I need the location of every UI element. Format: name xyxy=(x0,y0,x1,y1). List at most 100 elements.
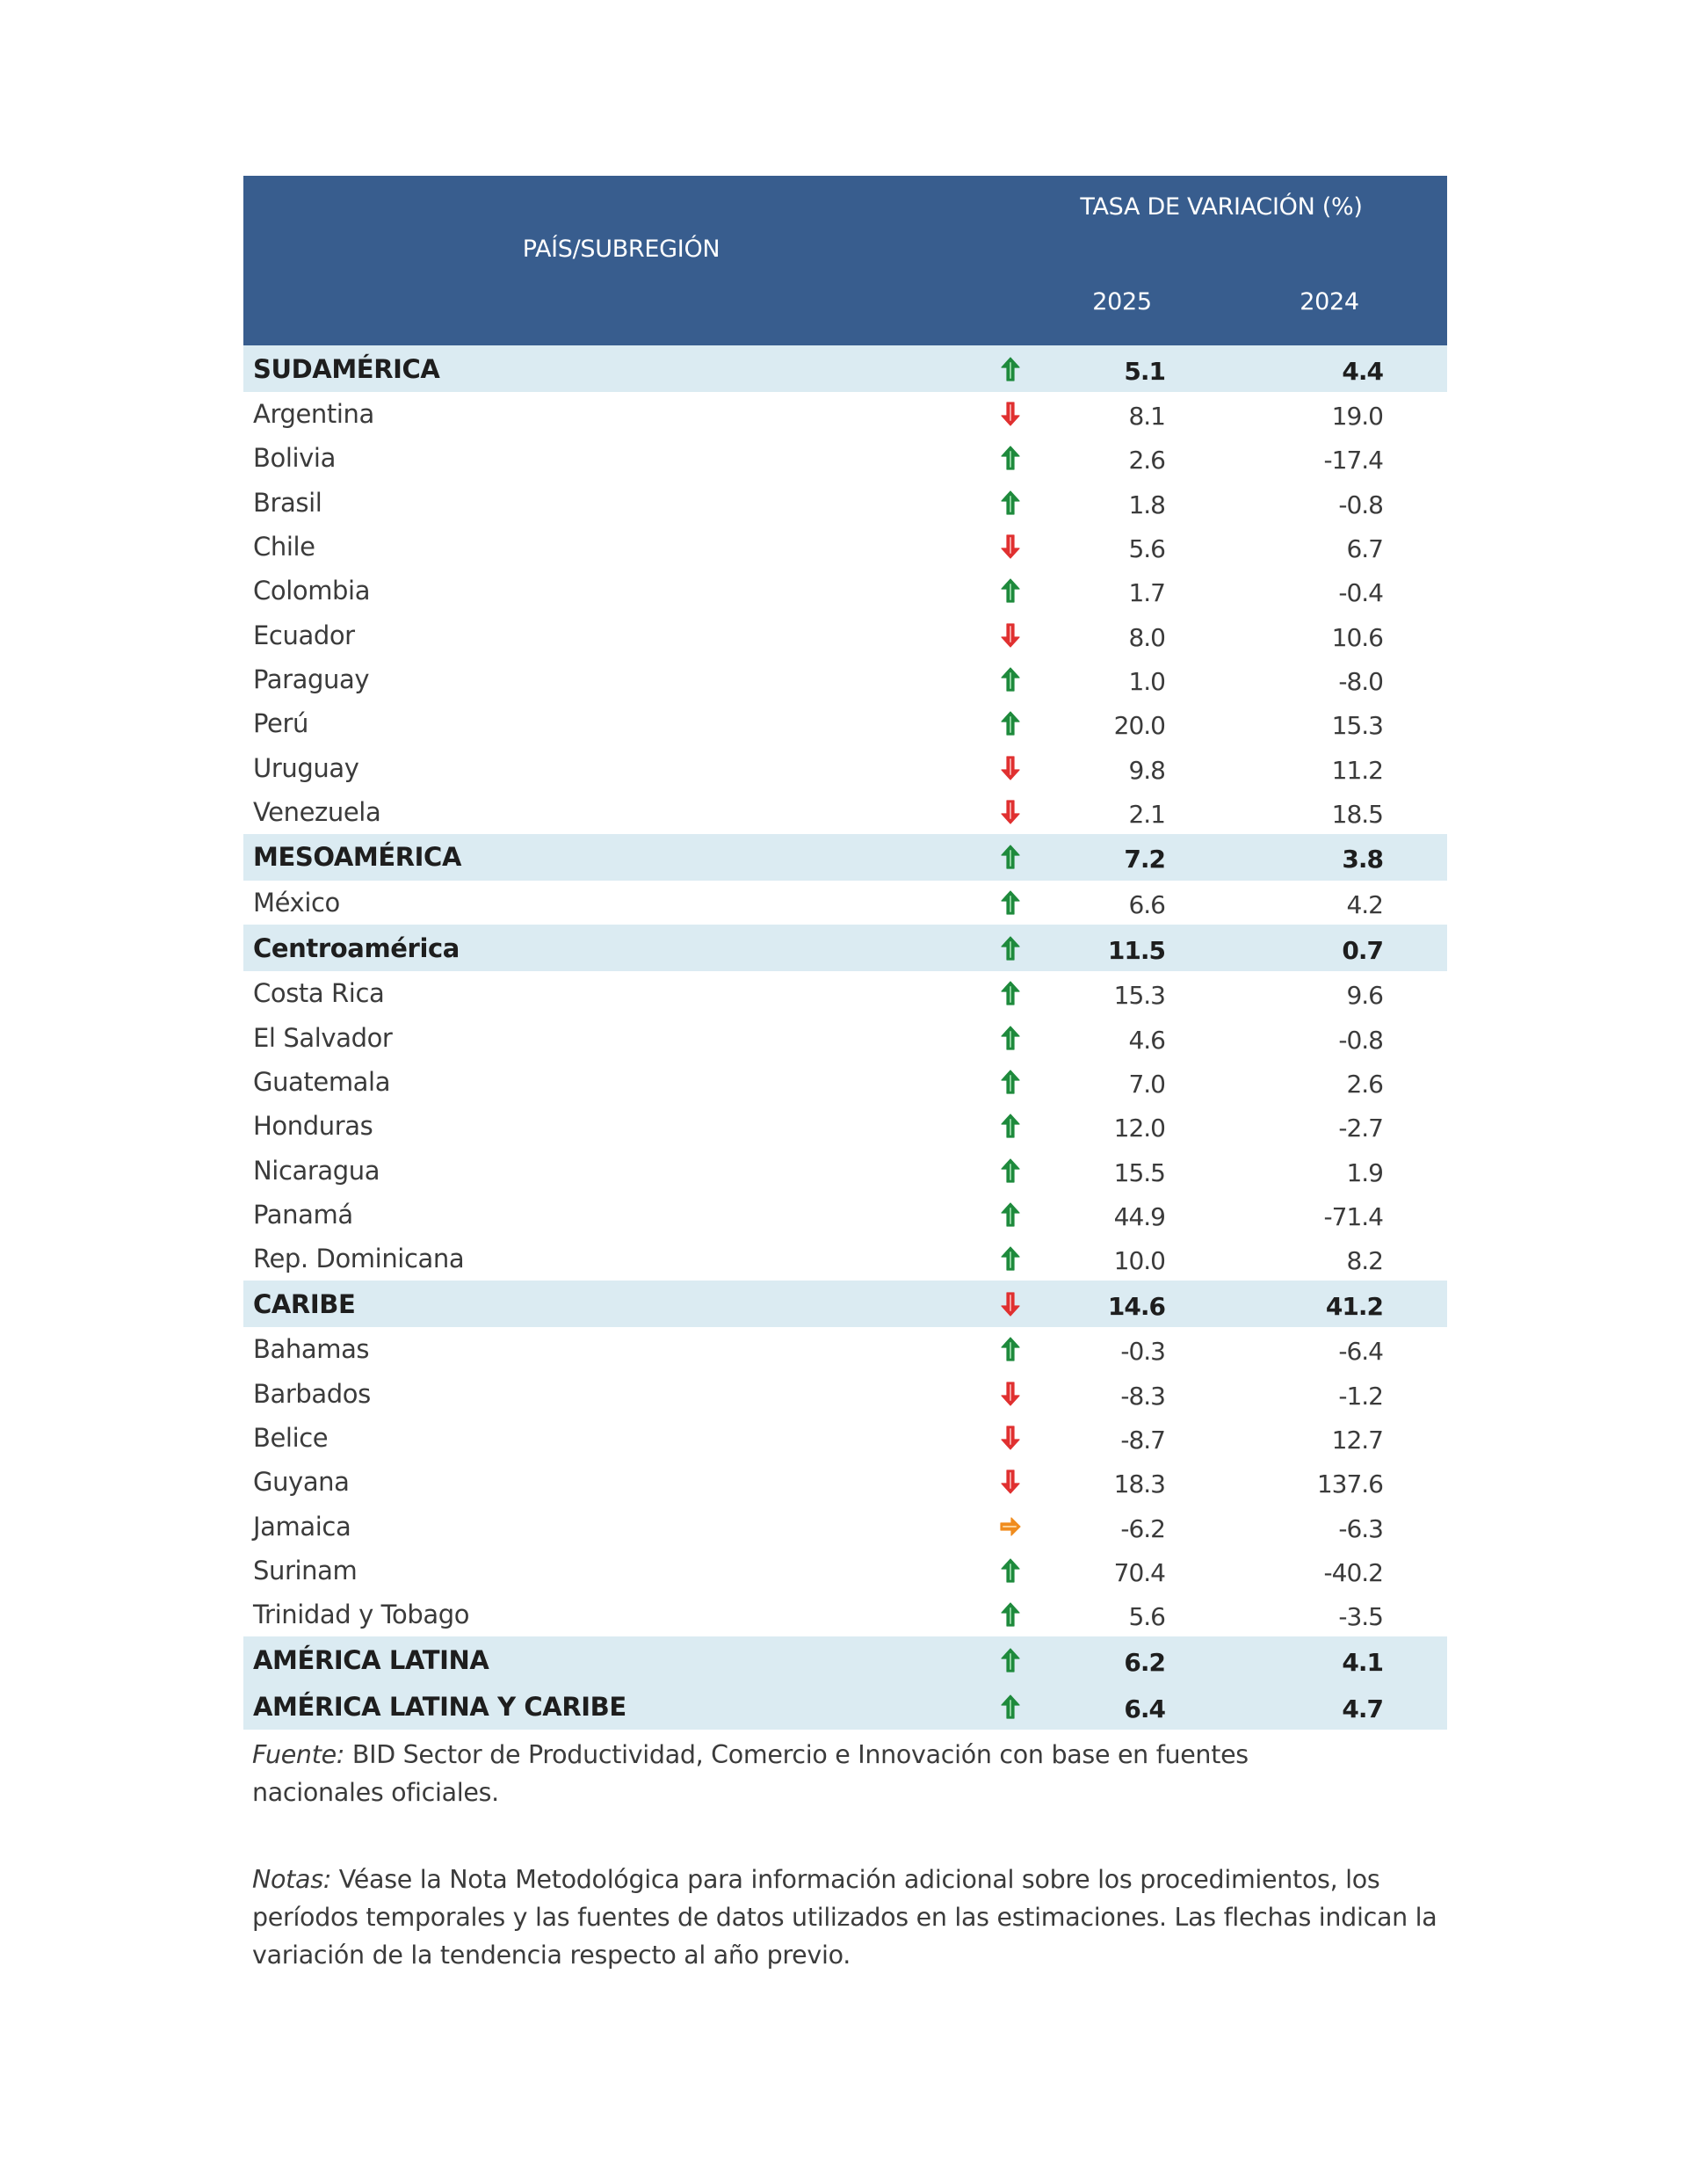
arrow-up-icon xyxy=(1000,935,1021,961)
value-2024: 4.7 xyxy=(1342,1694,1384,1724)
row-label: Bahamas xyxy=(253,1334,370,1365)
value-2024: -0.4 xyxy=(1338,578,1384,608)
value-2024: 15.3 xyxy=(1331,711,1384,741)
table-row: Belice -8.7 12.7 xyxy=(243,1416,1447,1460)
value-2025: -8.7 xyxy=(1120,1426,1166,1455)
value-2025: 44.9 xyxy=(1113,1202,1166,1232)
value-2025: 20.0 xyxy=(1113,711,1166,741)
row-label: Argentina xyxy=(253,399,374,430)
value-2025: 4.6 xyxy=(1128,1025,1166,1055)
table-row: Nicaragua 15.5 1.9 xyxy=(243,1148,1447,1192)
value-2024: 8.2 xyxy=(1346,1246,1384,1276)
arrow-up-icon xyxy=(1000,445,1021,471)
table-row: Barbados -8.3 -1.2 xyxy=(243,1372,1447,1416)
arrow-down-icon xyxy=(1000,799,1021,825)
notes-label: Notas: xyxy=(252,1865,332,1894)
table-row-subregion: SUDAMÉRICA 5.1 4.4 xyxy=(243,345,1447,392)
table-row: Guyana 18.3 137.6 xyxy=(243,1460,1447,1504)
value-2024: -0.8 xyxy=(1338,1025,1384,1055)
table-row: Uruguay 9.8 11.2 xyxy=(243,745,1447,789)
value-2024: -6.3 xyxy=(1338,1513,1384,1543)
value-2025: 8.1 xyxy=(1128,402,1166,432)
value-2025: 6.6 xyxy=(1128,890,1166,920)
arrow-up-icon xyxy=(1000,356,1021,382)
table-row: México 6.6 4.2 xyxy=(243,881,1447,925)
value-2025: 5.1 xyxy=(1124,356,1166,386)
value-2025: 2.6 xyxy=(1128,446,1166,475)
table-row: Perú 20.0 15.3 xyxy=(243,701,1447,745)
table-row: Ecuador 8.0 10.6 xyxy=(243,613,1447,657)
row-label: CARIBE xyxy=(253,1288,356,1319)
growth-rate-table: PAÍS/SUBREGIÓN TASA DE VARIACIÓN (%) 202… xyxy=(243,176,1447,1731)
arrow-up-icon xyxy=(1000,980,1021,1006)
value-2025: 7.0 xyxy=(1128,1070,1166,1099)
row-label: Jamaica xyxy=(253,1511,351,1542)
value-2024: 18.5 xyxy=(1331,799,1384,829)
row-label: Paraguay xyxy=(253,664,370,694)
row-label: Venezuela xyxy=(253,796,381,827)
arrow-up-icon xyxy=(1000,577,1021,604)
arrow-down-icon xyxy=(1000,755,1021,781)
value-2025: 7.2 xyxy=(1124,845,1166,874)
header-country-subregion: PAÍS/SUBREGIÓN xyxy=(522,236,720,263)
value-2025: 11.5 xyxy=(1107,935,1166,965)
table-row: Venezuela 2.1 18.5 xyxy=(243,790,1447,834)
row-label: Ecuador xyxy=(253,620,355,650)
arrow-up-icon xyxy=(1000,1201,1021,1228)
arrow-down-icon xyxy=(1000,1469,1021,1495)
arrow-up-icon xyxy=(1000,844,1021,870)
table-row: Argentina 8.1 19.0 xyxy=(243,392,1447,436)
row-label: México xyxy=(253,888,340,918)
arrow-up-icon xyxy=(1000,1069,1021,1095)
value-2024: -8.0 xyxy=(1338,667,1384,697)
value-2025: 18.3 xyxy=(1113,1469,1166,1499)
table-row: Costa Rica 15.3 9.6 xyxy=(243,971,1447,1015)
row-label: Honduras xyxy=(253,1111,373,1142)
value-2025: 1.8 xyxy=(1128,490,1166,519)
arrow-up-icon xyxy=(1000,666,1021,693)
value-2025: 1.7 xyxy=(1128,578,1166,608)
arrow-up-icon xyxy=(1000,1245,1021,1272)
arrow-up-icon xyxy=(1000,1647,1021,1673)
table-row-subregion: MESOAMÉRICA 7.2 3.8 xyxy=(243,833,1447,881)
table-row-subregion: AMÉRICA LATINA 6.2 4.1 xyxy=(243,1636,1447,1684)
value-2025: 70.4 xyxy=(1113,1558,1166,1588)
table-row: Panamá 44.9 -71.4 xyxy=(243,1193,1447,1237)
table-row: El Salvador 4.6 -0.8 xyxy=(243,1016,1447,1060)
value-2025: 8.0 xyxy=(1128,622,1166,652)
table-row: Brasil 1.8 -0.8 xyxy=(243,481,1447,525)
value-2024: -3.5 xyxy=(1338,1602,1384,1632)
table-header: PAÍS/SUBREGIÓN TASA DE VARIACIÓN (%) 202… xyxy=(243,176,1447,345)
value-2024: 41.2 xyxy=(1325,1291,1384,1321)
row-label: Perú xyxy=(253,708,308,739)
row-label: Nicaragua xyxy=(253,1155,380,1186)
value-2024: 2.6 xyxy=(1346,1070,1384,1099)
table-body: SUDAMÉRICA 5.1 4.4 Argentina 8.1 19.0 Bo… xyxy=(243,345,1447,1731)
table-row-subregion: AMÉRICA LATINA Y CARIBE 6.4 4.7 xyxy=(243,1683,1447,1731)
arrow-up-icon xyxy=(1000,1113,1021,1139)
value-2025: 12.0 xyxy=(1113,1114,1166,1143)
arrow-up-icon xyxy=(1000,1601,1021,1628)
value-2024: 12.7 xyxy=(1331,1426,1384,1455)
value-2024: 6.7 xyxy=(1346,534,1384,564)
arrow-up-icon xyxy=(1000,710,1021,736)
arrow-up-icon xyxy=(1000,1557,1021,1584)
value-2024: -71.4 xyxy=(1323,1202,1384,1232)
value-2024: 4.1 xyxy=(1342,1648,1384,1678)
table-row: Honduras 12.0 -2.7 xyxy=(243,1104,1447,1148)
value-2025: 15.3 xyxy=(1113,981,1166,1011)
arrow-up-icon xyxy=(1000,490,1021,516)
value-2024: -6.4 xyxy=(1338,1337,1384,1367)
value-2025: 5.6 xyxy=(1128,534,1166,564)
header-year-2025: 2025 xyxy=(1092,288,1152,316)
table-row-subregion: CARIBE 14.6 41.2 xyxy=(243,1281,1447,1328)
value-2024: 11.2 xyxy=(1331,755,1384,785)
value-2025: 10.0 xyxy=(1113,1246,1166,1276)
value-2024: 1.9 xyxy=(1346,1157,1384,1187)
value-2024: 0.7 xyxy=(1342,935,1384,965)
header-year-2024: 2024 xyxy=(1300,288,1359,316)
source-text: BID Sector de Productividad, Comercio e … xyxy=(252,1740,1249,1807)
row-label: Brasil xyxy=(253,487,322,518)
header-rate-of-change: TASA DE VARIACIÓN (%) xyxy=(1080,193,1363,221)
table-row: Colombia 1.7 -0.4 xyxy=(243,569,1447,613)
